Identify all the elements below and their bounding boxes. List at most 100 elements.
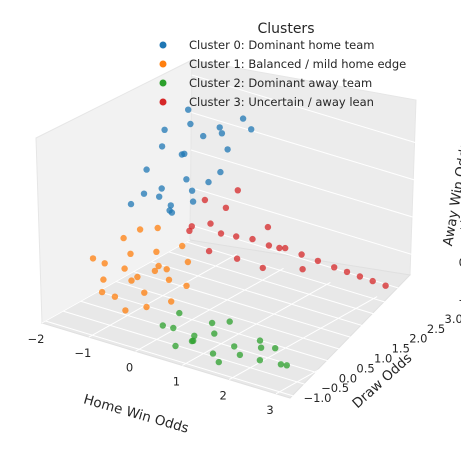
cluster-1-point	[153, 248, 160, 255]
cluster-2-point	[176, 309, 183, 317]
cluster-3-point	[259, 264, 266, 272]
cluster-1-point	[155, 262, 162, 270]
cluster-3-point	[207, 220, 214, 227]
cluster-0-point	[140, 190, 148, 197]
z-tick-label: 2	[459, 181, 461, 195]
cluster-0-point	[127, 200, 135, 208]
x-tick-label: 2	[220, 389, 227, 403]
cluster-2-point	[256, 337, 264, 344]
x-tick-label: 0	[126, 360, 133, 374]
cluster-1-point	[183, 282, 190, 289]
cluster-1-point	[122, 307, 129, 314]
cluster-0-point	[158, 185, 165, 192]
cluster-3-point	[314, 257, 322, 265]
z-tick-label: 0	[459, 256, 461, 270]
cluster-3-point	[233, 255, 241, 262]
cluster-3-point	[217, 230, 225, 237]
cluster-2-point	[257, 344, 265, 351]
cluster-0-point	[188, 187, 196, 194]
cluster-2-point	[256, 357, 264, 364]
y-gridline	[45, 320, 294, 397]
cluster-0-point	[200, 132, 207, 140]
y-tick-label: 2.5	[427, 322, 445, 336]
cluster-0-point	[183, 176, 190, 183]
y-gridline	[62, 310, 312, 387]
cluster-3-point	[331, 264, 338, 271]
cluster-0-point	[167, 202, 174, 209]
y-tick-label: 2.0	[409, 332, 427, 346]
cluster-1-point	[168, 298, 175, 305]
cluster-2-point	[188, 337, 196, 345]
cluster-1-point	[141, 289, 148, 296]
cluster-0-point	[248, 126, 255, 133]
cluster-3-point	[201, 196, 209, 204]
cluster-0-point	[224, 146, 231, 153]
cluster-0-point	[143, 166, 150, 173]
cluster-1-point	[143, 303, 150, 311]
z-gridline	[190, 149, 440, 226]
cluster-3-point	[382, 282, 389, 289]
cluster-3-point	[298, 251, 305, 258]
cluster-1-point	[100, 276, 107, 283]
cluster-1-point	[179, 242, 186, 250]
cluster-2-point	[191, 332, 198, 339]
legend-title: Clusters	[258, 21, 315, 37]
legend-items: Cluster 0: Dominant home team Cluster 1: …	[159, 38, 406, 109]
legend-label: Cluster 3: Uncertain / away lean	[189, 95, 374, 109]
cluster-0-point	[158, 143, 166, 150]
data-points	[89, 106, 389, 369]
legend-marker	[159, 98, 167, 106]
cluster-1-point	[128, 277, 135, 284]
y-tick-label: −1.0	[304, 391, 332, 405]
legend-marker	[159, 60, 167, 68]
cluster-0-point	[187, 120, 194, 128]
cluster-2-point	[215, 358, 222, 366]
y-gridline	[98, 290, 347, 367]
cluster-3-point	[299, 266, 306, 273]
cluster-2-point	[209, 350, 217, 357]
cluster-2-point	[159, 322, 166, 329]
x-tick-label: −1	[74, 346, 91, 360]
cluster-2-point	[170, 324, 177, 332]
cluster-0-point	[205, 178, 212, 186]
y-gridline	[151, 261, 400, 338]
cluster-3-point	[276, 244, 283, 252]
cluster-2-point	[231, 343, 238, 350]
cluster-2-point	[283, 362, 290, 369]
z-gridline	[190, 224, 439, 301]
cluster-1-point	[111, 293, 119, 300]
z-tick-label: 3	[460, 143, 461, 157]
cluster-1-point	[127, 250, 134, 257]
cluster-3-point	[234, 187, 241, 194]
cluster-3-point	[265, 242, 273, 249]
cluster-1-point	[154, 224, 161, 232]
cluster-0-point	[168, 209, 176, 216]
cluster-2-point	[236, 351, 244, 359]
cluster-0-point	[218, 130, 226, 137]
y-tick-label: 1.5	[392, 342, 410, 356]
cluster-1-point	[120, 234, 127, 242]
z-gridline	[191, 74, 440, 151]
cluster-1-point	[121, 265, 128, 272]
cluster-3-point	[369, 277, 376, 285]
cluster-0-point	[185, 106, 192, 113]
cluster-2-point	[211, 330, 218, 337]
cluster-1-point	[89, 255, 97, 262]
cluster-1-point	[98, 288, 106, 296]
cluster-1-point	[101, 260, 108, 267]
cluster-2-point	[172, 342, 179, 350]
y-tick-label: 0.0	[339, 371, 357, 385]
cluster-3-point	[343, 268, 351, 276]
cluster-3-point	[205, 247, 213, 255]
cluster-0-point	[217, 168, 224, 176]
legend: Clusters Cluster 0: Dominant home teamCl…	[159, 21, 406, 109]
right-pane	[189, 59, 417, 276]
cluster-3-point	[356, 273, 364, 280]
cluster-0-point	[161, 126, 168, 133]
cluster-3-point	[282, 244, 289, 252]
cluster-0-point	[156, 193, 163, 200]
y-gridline	[133, 271, 382, 348]
cluster-2-point	[272, 345, 279, 352]
legend-marker	[159, 79, 167, 87]
y-tick-label: 1.0	[374, 352, 392, 366]
